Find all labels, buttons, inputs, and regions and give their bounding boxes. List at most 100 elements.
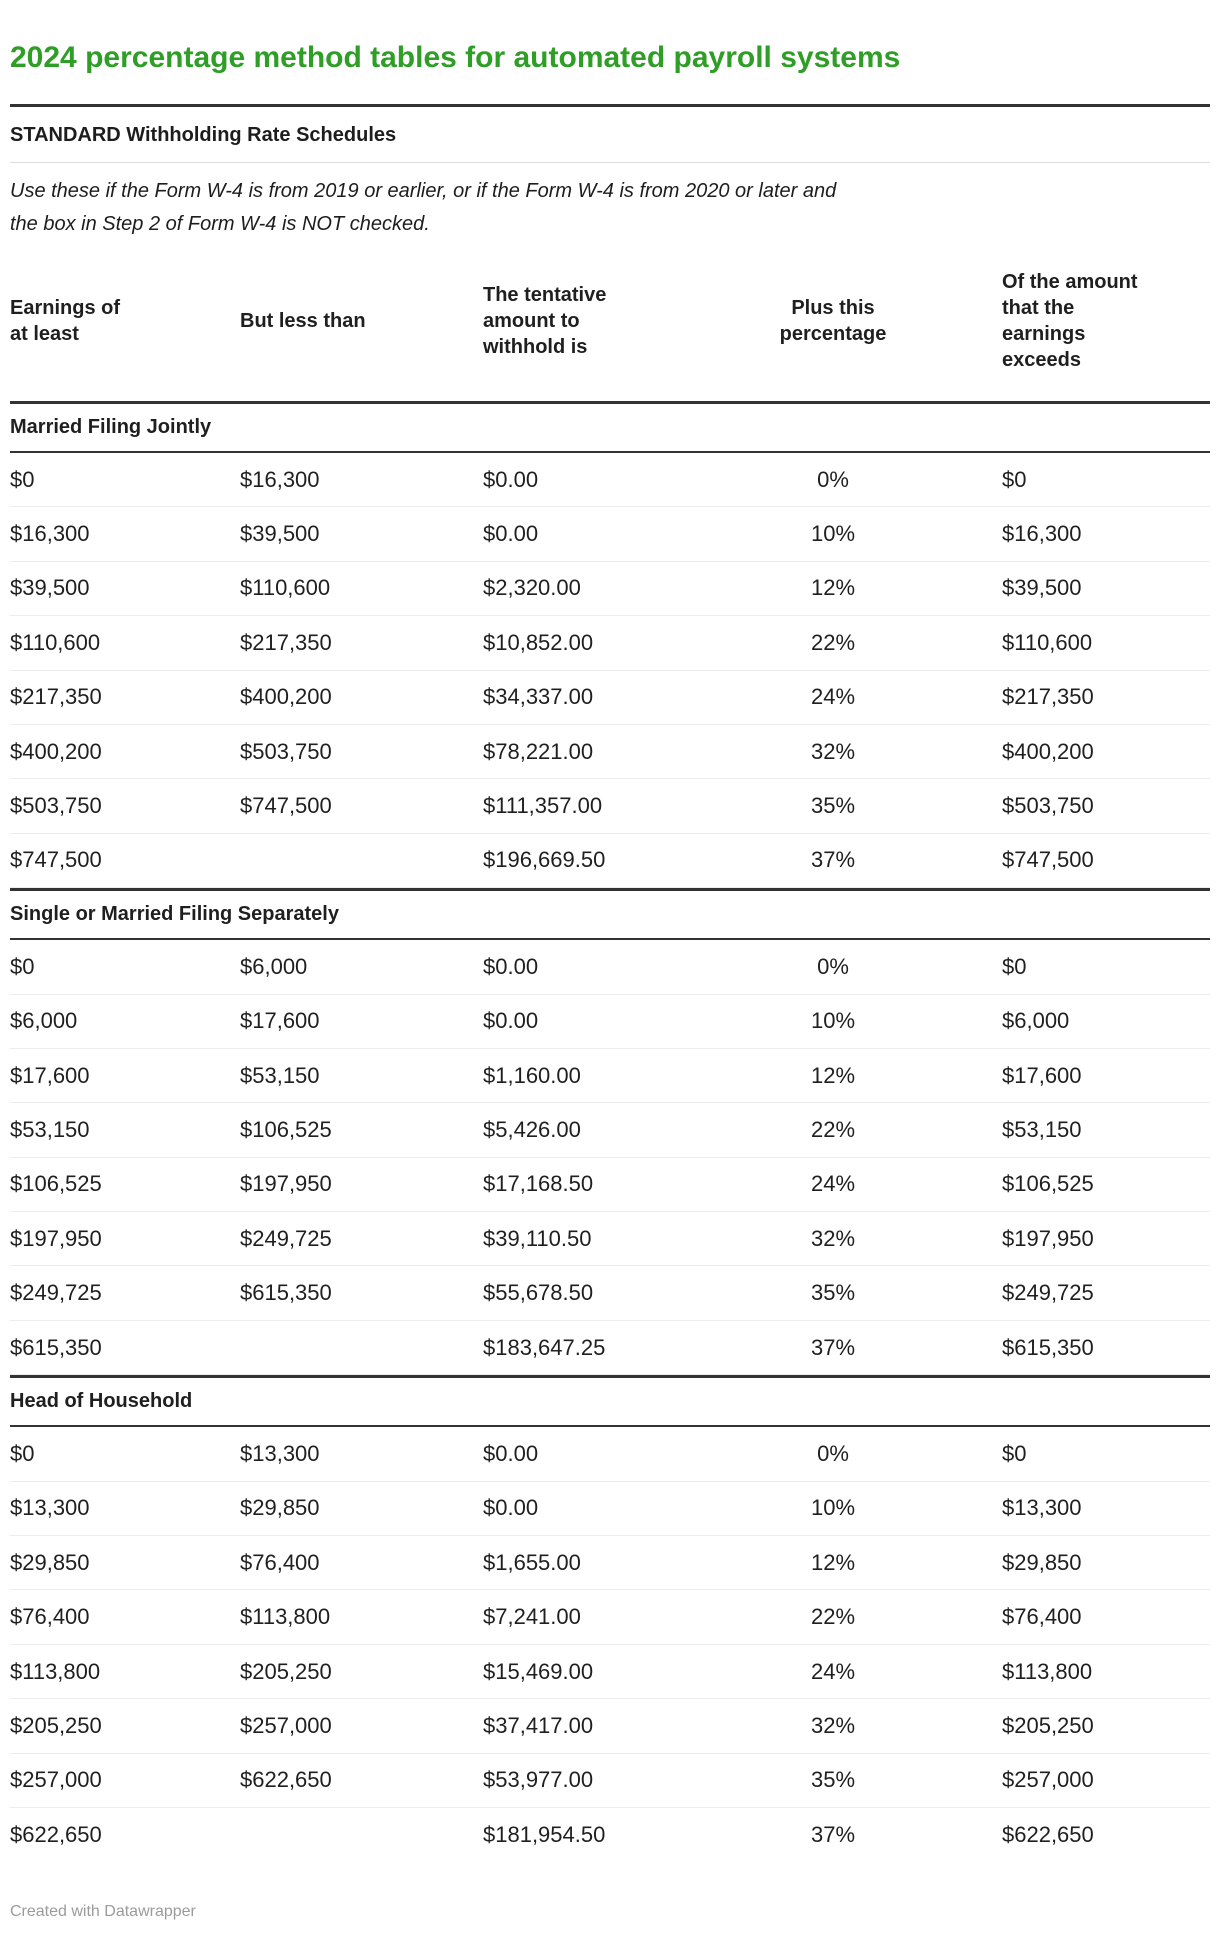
table-cell: $249,725	[1002, 1280, 1094, 1306]
table-cell: $615,350	[10, 1334, 102, 1360]
column-header-label: Earnings of at least	[10, 297, 121, 345]
table-cell: $29,850	[10, 1549, 90, 1575]
table-cell: $13,300	[1002, 1495, 1082, 1521]
table-row: $503,750 $747,500 $111,357.00 35% $503,750	[10, 779, 1210, 834]
table-cell: 37%	[810, 847, 856, 873]
table-cell: $17,600	[10, 1062, 90, 1088]
table-cell: 37%	[810, 1334, 856, 1360]
table-cell: $39,500	[240, 521, 320, 547]
table-cell: 24%	[810, 1171, 856, 1197]
section-header: Married Filing Jointly	[10, 401, 1210, 453]
table-cell: $15,469.00	[483, 1658, 594, 1684]
table-cell: $17,600	[1002, 1062, 1082, 1088]
table-row: $197,950 $249,725 $39,110.50 32% $197,950	[10, 1212, 1210, 1267]
table-cell: $5,426.00	[483, 1116, 581, 1142]
table-row: $53,150 $106,525 $5,426.00 22% $53,150	[10, 1103, 1210, 1158]
table-cell: $0	[10, 1440, 35, 1466]
table-row: $747,500 $196,669.50 37% $747,500	[10, 834, 1210, 889]
table-cell: 10%	[810, 1008, 856, 1034]
table-cell: $106,525	[240, 1116, 332, 1142]
table-cell: $39,110.50	[483, 1225, 592, 1251]
table-cell: $113,800	[10, 1658, 101, 1684]
table-cell: $503,750	[1002, 793, 1094, 819]
table-cell: $205,250	[240, 1658, 332, 1684]
table-cell: $0	[10, 466, 35, 492]
table-cell: $17,600	[240, 1008, 320, 1034]
table-cell: $747,500	[240, 793, 332, 819]
table-cell: $0	[1002, 1440, 1027, 1466]
table-cell: $503,750	[10, 793, 102, 819]
table-cell: $16,300	[1002, 521, 1082, 547]
table-row: $257,000 $622,650 $53,977.00 35% $257,000	[10, 1754, 1210, 1808]
table-cell: 35%	[810, 1767, 856, 1793]
table-cell: $113,800	[240, 1604, 331, 1630]
table-cell: $106,525	[10, 1171, 102, 1197]
table-cell: $7,241.00	[483, 1604, 581, 1630]
table-cell: $76,400	[240, 1549, 320, 1575]
table-cell: $197,950	[240, 1171, 332, 1197]
table-cell: 0%	[817, 466, 849, 492]
table-cell: $257,000	[10, 1767, 102, 1793]
table-cell: 10%	[810, 1495, 856, 1521]
table-cell: 22%	[810, 1116, 856, 1142]
table-cell: $0.00	[483, 1440, 539, 1466]
table-cell: $16,300	[240, 466, 320, 492]
table-row: $6,000 $17,600 $0.00 10% $6,000	[10, 995, 1210, 1049]
table-cell: 12%	[810, 1549, 856, 1575]
table-cell: 32%	[810, 1225, 856, 1251]
table-row: $217,350 $400,200 $34,337.00 24% $217,350	[10, 671, 1210, 725]
table-cell: $110,600	[1002, 629, 1093, 655]
table-cell: $747,500	[1002, 847, 1094, 873]
table-cell: $106,525	[1002, 1171, 1094, 1197]
table-cell: $29,850	[240, 1495, 320, 1521]
table-cell: $0.00	[483, 521, 539, 547]
table-cell: 10%	[810, 521, 856, 547]
table-cell: $76,400	[10, 1604, 90, 1630]
schedule-subtitle: STANDARD Withholding Rate Schedules	[10, 124, 397, 146]
table-cell: 22%	[810, 629, 856, 655]
table-cell: $55,678.50	[483, 1280, 594, 1306]
table-cell: $0.00	[483, 466, 539, 492]
table-row: $39,500 $110,600 $2,320.00 12% $39,500	[10, 562, 1210, 617]
table-cell: 0%	[817, 953, 849, 979]
table-row: $17,600 $53,150 $1,160.00 12% $17,600	[10, 1049, 1210, 1104]
table-cell: $39,500	[1002, 575, 1082, 601]
table-cell: $16,300	[10, 521, 90, 547]
table-cell: $503,750	[240, 738, 332, 764]
table-cell: $78,221.00	[483, 738, 594, 764]
column-header-label: The tentative amount to withhold is	[483, 284, 607, 358]
table-cell: 35%	[810, 793, 856, 819]
table-cell: $622,650	[240, 1767, 332, 1793]
table-cell: $113,800	[1002, 1658, 1093, 1684]
table-cell: $400,200	[1002, 738, 1094, 764]
column-header-tentative-amount: The tentative amount to withhold is	[483, 282, 718, 360]
table-cell: $13,300	[240, 1440, 320, 1466]
table-cell: $183,647.25	[483, 1334, 606, 1360]
table-row: $622,650 $181,954.50 37% $622,650	[10, 1808, 1210, 1862]
table-cell: 24%	[810, 1658, 856, 1684]
footer-credit: Created with Datawrapper	[10, 1902, 1210, 1922]
table-cell: $13,300	[10, 1495, 90, 1521]
datawrapper-credit-link[interactable]: Created with Datawrapper	[10, 1903, 196, 1921]
section-header: Head of Household	[10, 1375, 1210, 1428]
table-row: $16,300 $39,500 $0.00 10% $16,300	[10, 507, 1210, 562]
table-cell: $17,168.50	[483, 1171, 594, 1197]
table-cell: $249,725	[10, 1280, 102, 1306]
table-cell: $2,320.00	[483, 575, 581, 601]
table-cell: $615,350	[240, 1280, 332, 1306]
description-line-2: the box in Step 2 of Form W-4 is NOT che…	[10, 213, 430, 235]
divider-thick-top	[10, 104, 1210, 107]
table-cell: $197,950	[1002, 1225, 1094, 1251]
table-cell: 0%	[817, 1440, 849, 1466]
table-cell: $53,977.00	[483, 1767, 594, 1793]
table-cell: $615,350	[1002, 1334, 1094, 1360]
table-cell: $0	[1002, 953, 1027, 979]
table-cell: $205,250	[1002, 1712, 1094, 1738]
table-cell: $0	[10, 953, 35, 979]
table-cell: $53,150	[10, 1116, 90, 1142]
table-cell: $217,350	[1002, 684, 1094, 710]
table-cell: $110,600	[240, 575, 331, 601]
table-cell: $6,000	[10, 1008, 78, 1034]
table-cell: $34,337.00	[483, 684, 594, 710]
table-row: $13,300 $29,850 $0.00 10% $13,300	[10, 1482, 1210, 1537]
